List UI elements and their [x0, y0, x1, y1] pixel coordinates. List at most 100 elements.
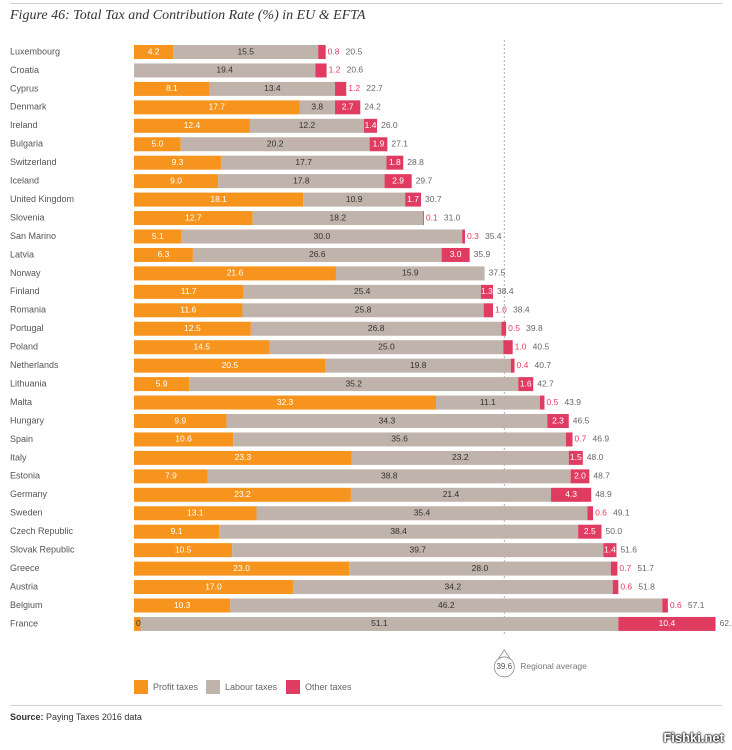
- bar-labour-greece: [349, 561, 611, 576]
- bar-profit-germany: [134, 487, 351, 502]
- bar-other-san-marino: [462, 229, 465, 244]
- bar-labour-finland: [243, 284, 481, 299]
- category-label-netherlands: Netherlands: [10, 360, 59, 370]
- regional-average-label: Regional average: [520, 661, 587, 671]
- bar-profit-lithuania: [134, 377, 190, 392]
- bar-profit-slovak-republic: [134, 543, 233, 558]
- data-label-other-france: 10.4: [659, 618, 676, 628]
- category-label-lithuania: Lithuania: [10, 378, 47, 388]
- category-label-greece: Greece: [10, 563, 40, 573]
- total-label-portugal: 39.8: [526, 323, 543, 333]
- bar-labour-ireland: [249, 118, 365, 133]
- bar-other-slovenia: [422, 211, 424, 226]
- category-label-cyprus: Cyprus: [10, 83, 39, 93]
- legend-label-profit: Profit taxes: [153, 682, 199, 692]
- bar-profit-spain: [134, 432, 234, 447]
- data-label-labour-portugal: 26.8: [368, 323, 385, 333]
- bar-profit-norway: [134, 266, 336, 281]
- data-label-labour-luxembourg: 15.5: [237, 46, 254, 56]
- category-label-portugal: Portugal: [10, 323, 44, 333]
- data-label-labour-romania: 25.8: [355, 305, 372, 315]
- bar-labour-austria: [292, 580, 613, 595]
- top-rule: [10, 3, 722, 4]
- category-label-romania: Romania: [10, 305, 46, 315]
- bar-other-portugal: [501, 321, 507, 336]
- data-label-labour-cyprus: 13.4: [264, 83, 281, 93]
- bar-labour-bulgaria: [180, 137, 370, 152]
- category-label-austria: Austria: [10, 581, 38, 591]
- category-label-italy: Italy: [10, 452, 27, 462]
- legend-item-other: Other taxes: [286, 680, 352, 694]
- category-label-bulgaria: Bulgaria: [10, 139, 43, 149]
- category-label-luxembourg: Luxembourg: [10, 46, 60, 56]
- data-label-labour-slovenia: 18.2: [330, 212, 347, 222]
- data-label-profit-malta: 32.3: [277, 397, 294, 407]
- bar-other-hungary: [547, 414, 569, 428]
- chart-title: Figure 46: Total Tax and Contribution Ra…: [10, 8, 366, 23]
- data-label-profit-hungary: 9.9: [174, 415, 186, 425]
- bar-labour-spain: [233, 432, 566, 447]
- data-label-labour-estonia: 38.8: [381, 471, 398, 481]
- data-label-profit-austria: 17.0: [205, 581, 222, 591]
- total-label-netherlands: 40.7: [535, 360, 552, 370]
- bar-other-slovak-republic: [603, 543, 617, 558]
- data-label-other-slovak-republic: 1.4: [604, 544, 616, 554]
- data-label-profit-denmark: 17.7: [208, 102, 225, 112]
- bar-profit-united-kingdom: [134, 192, 304, 207]
- data-label-profit-iceland: 9.0: [170, 175, 182, 185]
- data-label-other-bulgaria: 1.9: [373, 139, 385, 149]
- bar-other-luxembourg: [318, 45, 326, 59]
- bar-profit-denmark: [134, 100, 300, 115]
- data-label-other-iceland: 2.9: [392, 175, 404, 185]
- data-label-labour-denmark: 3.8: [311, 102, 323, 112]
- category-label-iceland: Iceland: [10, 176, 39, 186]
- bar-labour-romania: [242, 303, 484, 318]
- data-label-labour-hungary: 34.3: [379, 415, 396, 425]
- bar-profit-bulgaria: [134, 137, 181, 152]
- data-label-other-belgium: 0.6: [670, 600, 682, 610]
- legend-swatch-profit: [134, 680, 148, 694]
- data-label-labour-united-kingdom: 10.9: [346, 194, 363, 204]
- bar-profit-czech-republic: [134, 524, 220, 539]
- bar-other-czech-republic: [578, 524, 602, 539]
- data-label-profit-switzerland: 9.3: [172, 157, 184, 167]
- category-label-switzerland: Switzerland: [10, 157, 57, 167]
- bar-profit-slovenia: [134, 211, 253, 226]
- total-label-luxembourg: 20.5: [346, 46, 363, 56]
- category-label-slovak-republic: Slovak Republic: [10, 545, 75, 555]
- total-label-finland: 38.4: [497, 286, 514, 296]
- legend-item-profit: Profit taxes: [134, 680, 198, 694]
- total-label-norway: 37.5: [489, 268, 506, 278]
- bar-other-france: [618, 616, 716, 631]
- total-label-malta: 43.9: [564, 397, 581, 407]
- data-label-labour-bulgaria: 20.2: [267, 139, 284, 149]
- bar-other-poland: [503, 340, 513, 355]
- bar-profit-hungary: [134, 414, 227, 428]
- category-label-estonia: Estonia: [10, 471, 40, 481]
- data-label-profit-netherlands: 20.5: [222, 360, 239, 370]
- total-label-belgium: 57.1: [688, 600, 705, 610]
- data-label-profit-belgium: 10.3: [174, 600, 191, 610]
- data-label-other-sweden: 0.6: [595, 508, 607, 518]
- category-label-belgium: Belgium: [10, 600, 43, 610]
- data-label-profit-poland: 14.5: [194, 341, 211, 351]
- total-label-greece: 51.7: [637, 563, 654, 573]
- bar-labour-france: [140, 616, 619, 631]
- data-label-other-croatia: 1.2: [329, 65, 341, 75]
- bar-profit-portugal: [134, 321, 251, 336]
- bar-profit-latvia: [134, 247, 193, 262]
- bar-other-germany: [551, 487, 592, 502]
- data-label-labour-sweden: 35.4: [414, 508, 431, 518]
- total-label-italy: 48.0: [587, 452, 604, 462]
- regional-average-value: 39.6: [496, 662, 512, 671]
- bar-labour-switzerland: [220, 155, 387, 170]
- total-label-switzerland: 28.8: [407, 157, 424, 167]
- data-label-other-lithuania: 1.6: [520, 378, 532, 388]
- total-label-united-kingdom: 30.7: [425, 194, 442, 204]
- bar-labour-germany: [350, 487, 552, 502]
- bar-labour-iceland: [218, 174, 385, 189]
- data-label-other-hungary: 2.3: [552, 415, 564, 425]
- bar-other-switzerland: [386, 155, 404, 170]
- data-label-profit-germany: 23.2: [234, 489, 251, 499]
- bar-labour-estonia: [207, 469, 571, 484]
